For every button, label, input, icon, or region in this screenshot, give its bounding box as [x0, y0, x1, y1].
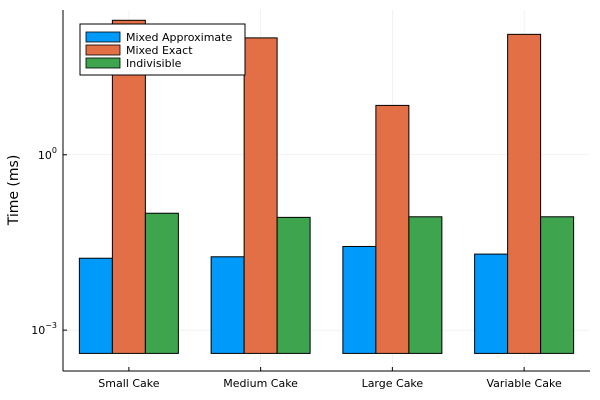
x-tick-label: Medium Cake [223, 377, 298, 390]
legend-swatch [85, 31, 121, 43]
bar-mixed-exact [375, 104, 410, 354]
legend-swatch [85, 44, 121, 56]
ticks: 10−3 100 Small Cake Medium Cake Large Cake Va… [31, 146, 562, 390]
bar-mixed-approximate [78, 257, 113, 354]
bar-indivisible [144, 212, 179, 354]
x-tick-label: Variable Cake [487, 377, 562, 390]
bar-mixed-exact [243, 37, 278, 354]
legend-swatch [85, 57, 121, 69]
x-tick-label: Small Cake [98, 377, 159, 390]
x-tick-label: Large Cake [362, 377, 424, 390]
y-axis-label: Time (ms) [6, 155, 22, 227]
y-tick-label: 100 [38, 146, 57, 162]
legend-label: Mixed Approximate [126, 31, 232, 44]
bar-mixed-exact [111, 19, 146, 354]
bar-indivisible [276, 216, 311, 354]
bar-indivisible [408, 216, 443, 354]
bar-mixed-approximate [342, 245, 377, 354]
axes [62, 10, 590, 372]
bar-mixed-exact [507, 33, 542, 354]
legend-label: Indivisible [126, 57, 182, 70]
bar-mixed-approximate [474, 253, 509, 354]
legend-label: Mixed Exact [126, 44, 193, 57]
y-tick-label: 10−3 [31, 321, 57, 337]
bars [78, 19, 575, 354]
bar-mixed-approximate [210, 256, 245, 354]
bar-indivisible [540, 216, 575, 354]
